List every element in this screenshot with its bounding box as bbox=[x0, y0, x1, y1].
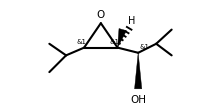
Text: &1: &1 bbox=[139, 44, 149, 51]
Polygon shape bbox=[135, 53, 142, 89]
Text: H: H bbox=[128, 16, 135, 26]
Text: &1: &1 bbox=[110, 39, 120, 45]
Polygon shape bbox=[118, 29, 126, 48]
Text: &1: &1 bbox=[76, 39, 86, 45]
Text: OH: OH bbox=[130, 95, 146, 105]
Text: O: O bbox=[97, 10, 105, 20]
